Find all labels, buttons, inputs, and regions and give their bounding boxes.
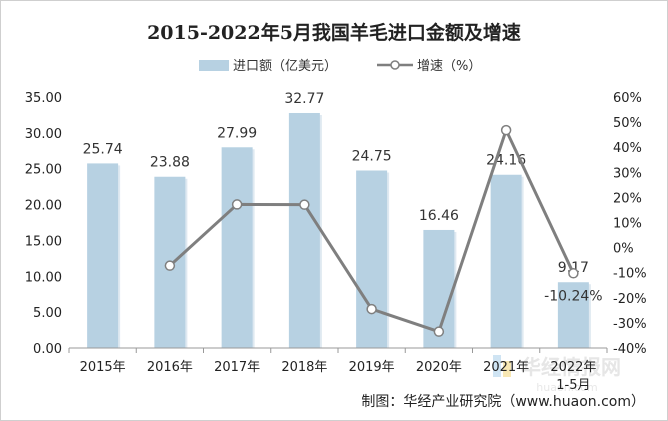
bar bbox=[221, 147, 253, 348]
bar-value-label: 32.77 bbox=[284, 91, 324, 107]
y-right-tick-label: -10% bbox=[613, 267, 647, 282]
y-left-tick-label: 15.00 bbox=[25, 234, 62, 249]
x-tick-label: 2020年 bbox=[416, 360, 462, 375]
source-note: 制图：华经产业研究院（www.huaon.com） bbox=[361, 394, 645, 410]
y-right-tick-label: -20% bbox=[613, 292, 647, 307]
growth-value-label: -10.24% bbox=[544, 288, 602, 304]
legend: 进口额（亿美元） 增速（%） bbox=[199, 59, 481, 74]
legend-label-line: 增速（%） bbox=[417, 59, 481, 74]
y-right-tick-label: 40% bbox=[613, 141, 642, 156]
watermark-text: 华经情报网 bbox=[521, 355, 621, 379]
legend-marker-line bbox=[390, 60, 400, 70]
y-right-tick-label: 10% bbox=[613, 217, 642, 232]
chart-title: 2015-2022年5月我国羊毛进口金额及增速 bbox=[147, 21, 521, 44]
growth-point bbox=[433, 326, 445, 337]
growth-point bbox=[366, 303, 377, 315]
x-tick-label: 2018年 bbox=[281, 360, 327, 375]
x-tick-label: 2015年 bbox=[80, 360, 126, 375]
x-tick-label: 1-5月 bbox=[556, 378, 590, 393]
bar-value-label: 24.75 bbox=[352, 149, 392, 165]
bar bbox=[87, 163, 119, 348]
watermark-logo-bar bbox=[493, 355, 501, 377]
x-tick-label: 2022年 bbox=[550, 360, 596, 375]
growth-point bbox=[164, 260, 176, 271]
x-tick-label: 2017年 bbox=[214, 360, 260, 375]
bar bbox=[288, 112, 320, 349]
y-right-tick-label: 60% bbox=[613, 91, 642, 106]
bar bbox=[490, 174, 522, 348]
y-right-tick-label: -40% bbox=[613, 342, 647, 357]
plot-area: 0.00 5.00 10.00 15.00 20.00 25.00 30.00 35.00 -4… bbox=[25, 91, 647, 393]
bar-value-label: 23.88 bbox=[150, 155, 190, 171]
y-left-tick-label: 10.00 bbox=[25, 270, 62, 285]
bar-value-label: 27.99 bbox=[217, 125, 257, 141]
growth-point bbox=[231, 199, 243, 210]
x-tick-label: 2019年 bbox=[349, 360, 395, 375]
growth-point bbox=[500, 124, 512, 136]
y-right-tick-label: -30% bbox=[613, 317, 647, 332]
y-left-tick-label: 30.00 bbox=[25, 127, 62, 142]
bar-value-label: 25.74 bbox=[83, 141, 123, 157]
x-tick-label: 2016年 bbox=[147, 360, 193, 375]
watermark-subtext: huaon.com bbox=[536, 381, 597, 394]
growth-point bbox=[568, 268, 579, 279]
legend-swatch-bar bbox=[199, 60, 229, 71]
y-left-tick-label: 25.00 bbox=[25, 163, 62, 178]
y-left-tick-label: 20.00 bbox=[25, 199, 62, 214]
y-right-tick-label: 50% bbox=[613, 116, 642, 131]
growth-point bbox=[299, 199, 310, 210]
y-right-tick-label: 20% bbox=[613, 191, 642, 206]
bar bbox=[557, 282, 589, 348]
y-left-tick-label: 5.00 bbox=[33, 306, 62, 321]
watermark: 华经情报网 huaon.com bbox=[493, 355, 621, 394]
legend-label-bar: 进口额（亿美元） bbox=[233, 59, 337, 74]
x-tick-label: 2021年 bbox=[483, 360, 529, 375]
bar bbox=[356, 170, 388, 348]
y-right-tick-label: 30% bbox=[613, 166, 642, 181]
y-right-tick-label: 0% bbox=[613, 242, 634, 257]
bar-value-label: 16.46 bbox=[419, 208, 459, 224]
y-left-tick-label: 0.00 bbox=[33, 342, 62, 357]
watermark-logo-bar bbox=[503, 361, 511, 377]
y-left-tick-label: 35.00 bbox=[25, 91, 62, 106]
